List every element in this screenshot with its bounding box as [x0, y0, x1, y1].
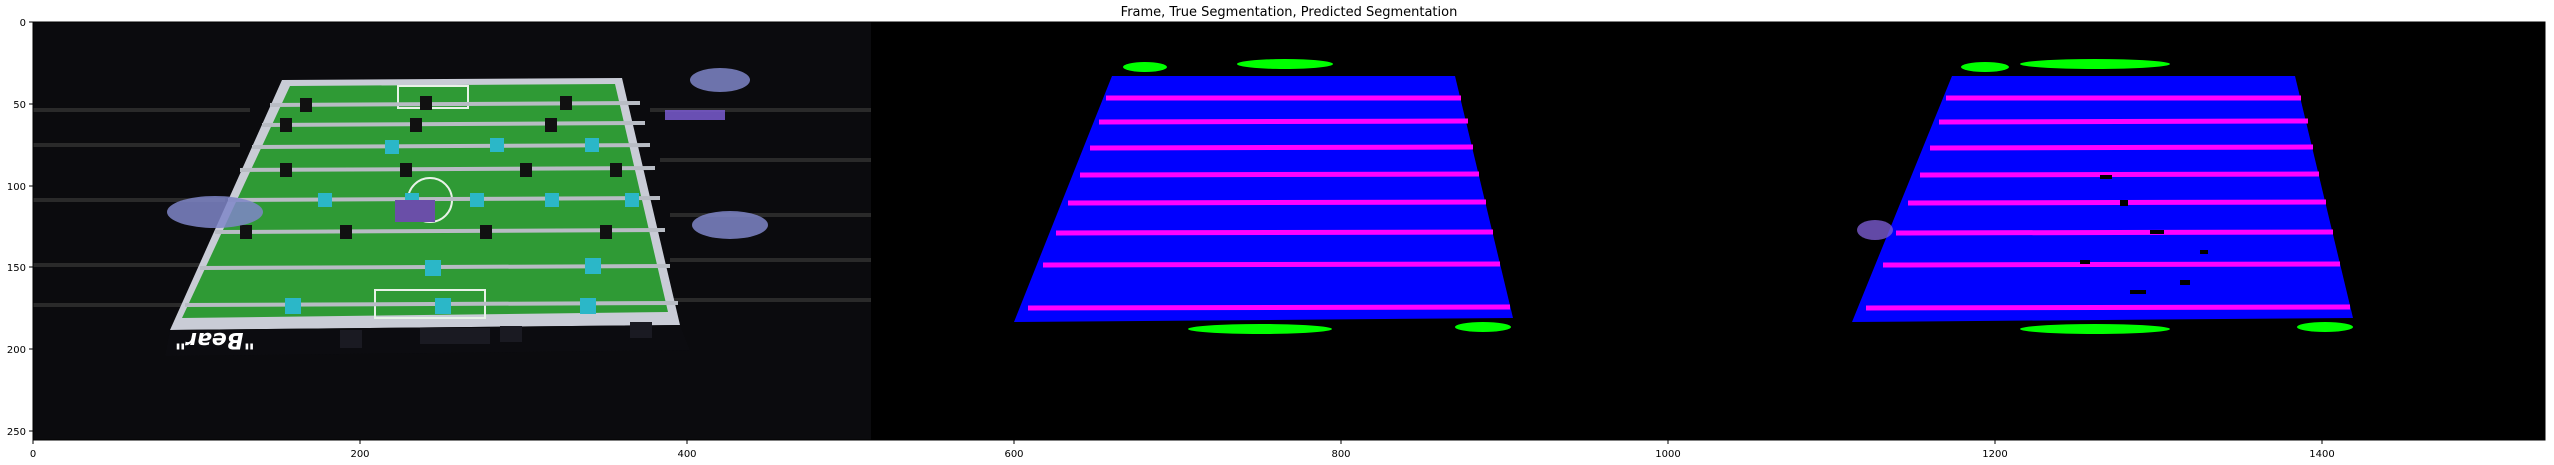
true-segmentation-panel: [1014, 59, 1513, 334]
x-tick-label: 400: [677, 449, 696, 460]
y-axis: 0 50 100 150 200 250: [7, 18, 33, 438]
hands: [167, 68, 768, 239]
frame-panel: "Bear": [33, 22, 871, 440]
y-tick-label: 0: [20, 18, 26, 29]
true-playfield: [1014, 76, 1513, 322]
true-rods: [1027, 95, 1511, 311]
x-tick-label: 800: [1331, 449, 1350, 460]
x-tick-label: 600: [1004, 449, 1023, 460]
predicted-segmentation-panel: [1852, 59, 2353, 334]
x-tick-label: 0: [30, 449, 36, 460]
x-tick-label: 1200: [1982, 449, 2007, 460]
x-axis: 0 200 400 600 800 1000 1200 1400: [30, 440, 2335, 460]
predicted-goals: [1961, 59, 2353, 334]
true-goals: [1123, 59, 1511, 334]
predicted-playfield: [1852, 76, 2353, 322]
players: [240, 96, 639, 314]
y-tick-label: 50: [13, 100, 26, 111]
figure-title: Frame, True Segmentation, Predicted Segm…: [1121, 5, 1458, 20]
table-brand: "Bear": [175, 327, 255, 352]
predicted-rods: [1865, 95, 2351, 311]
predicted-noise: [2080, 175, 2208, 294]
axes-frame: [32, 21, 2546, 441]
y-tick-label: 200: [7, 345, 26, 356]
x-tick-label: 200: [350, 449, 369, 460]
x-tick-label: 1400: [2309, 449, 2334, 460]
x-tick-label: 1000: [1655, 449, 1680, 460]
table-handles: [340, 322, 652, 348]
y-tick-label: 100: [7, 182, 26, 193]
predicted-hand-artifact: [1857, 220, 1893, 240]
y-tick-label: 250: [7, 427, 26, 438]
y-tick-label: 150: [7, 263, 26, 274]
